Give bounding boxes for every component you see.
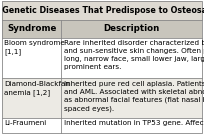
Text: Li-Fraumeni: Li-Fraumeni xyxy=(4,120,47,126)
Bar xyxy=(2,38,202,78)
Text: Rare inherited disorder characterized by short s
and sun-sensitive skin changes.: Rare inherited disorder characterized by… xyxy=(64,40,204,70)
Text: Table 1. Genetic Diseases That Predispose to Osteosarcomaa: Table 1. Genetic Diseases That Predispos… xyxy=(0,6,204,15)
Bar xyxy=(2,1,202,20)
Bar xyxy=(2,78,202,118)
Text: Diamond-Blackfan
anemia [1,2]: Diamond-Blackfan anemia [1,2] xyxy=(4,81,70,96)
Text: Syndrome: Syndrome xyxy=(7,24,56,33)
Text: Inherited mutation in TP53 gene. Affected fami: Inherited mutation in TP53 gene. Affecte… xyxy=(64,120,204,126)
Text: Inherited pure red cell aplasia. Patients at risk fi
and AML. Associated with sk: Inherited pure red cell aplasia. Patient… xyxy=(64,81,204,112)
Text: Bloom syndrome
[1,1]: Bloom syndrome [1,1] xyxy=(4,40,65,55)
Bar xyxy=(2,20,202,38)
Text: Description: Description xyxy=(103,24,160,33)
Bar xyxy=(2,118,202,134)
